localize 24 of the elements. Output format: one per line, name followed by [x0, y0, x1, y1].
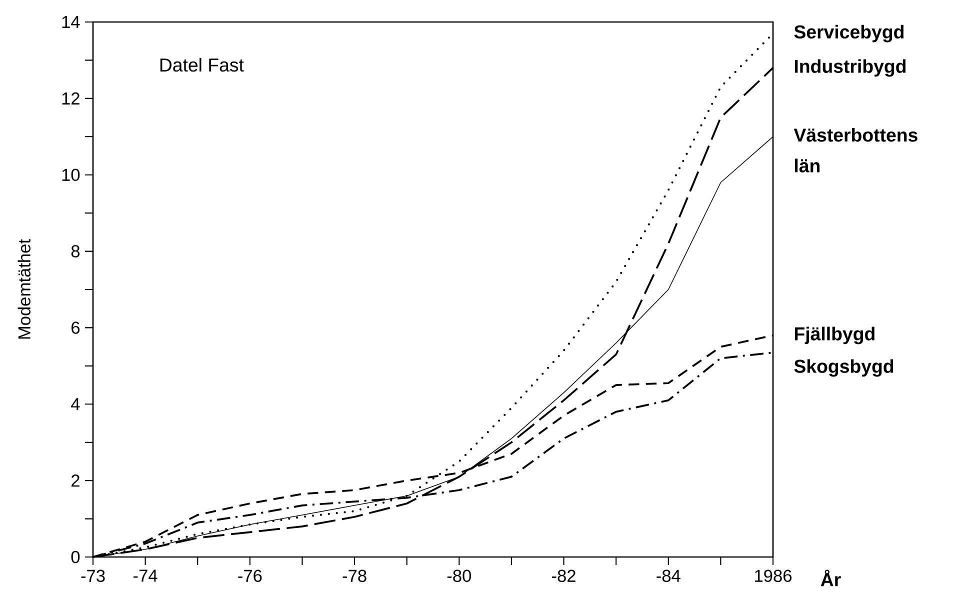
- x-tick-label: 1986: [755, 570, 792, 582]
- series-label: Skogsbygd: [794, 359, 894, 377]
- y-tick-label: 0: [71, 550, 80, 564]
- x-tick-label: -80: [447, 570, 472, 582]
- y-tick-label: 4: [71, 398, 80, 410]
- series-label: Västerbottens län: [794, 128, 918, 172]
- y-tick-label: 12: [62, 92, 80, 104]
- x-tick-label: -84: [656, 570, 680, 582]
- y-tick-label: 8: [71, 245, 80, 258]
- y-tick-label: 6: [72, 322, 80, 334]
- text: Datel Fast: [160, 58, 244, 72]
- series-label: Fjällbygd: [794, 326, 874, 344]
- x-tick-label: -74: [134, 570, 158, 582]
- x-tick-label: -76: [238, 570, 262, 582]
- series-label: Industribygd: [794, 59, 906, 77]
- x-tick-label: -78: [342, 570, 366, 582]
- y-tick-label: 14: [62, 16, 80, 28]
- y-tick-label: 10: [62, 168, 80, 181]
- y-tick-label: 2: [72, 474, 80, 487]
- x-tick-label: -73: [81, 570, 105, 582]
- y-axis-title: Modemtäthet: [18, 239, 30, 339]
- series-label: Servicebygd: [794, 24, 904, 42]
- x-tick-label: -82: [552, 570, 576, 582]
- x-axis-title: År: [820, 570, 841, 586]
